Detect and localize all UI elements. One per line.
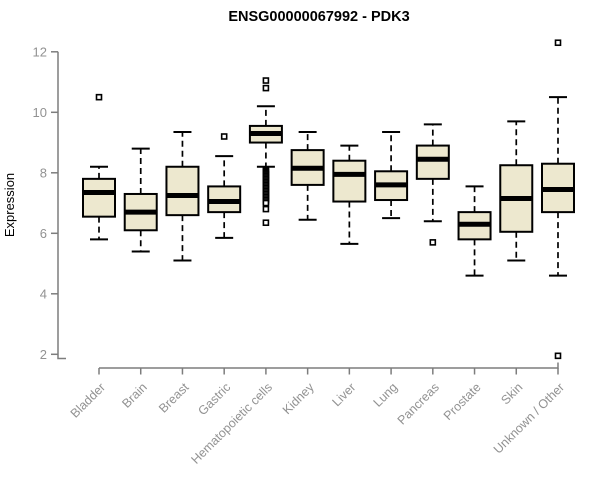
outlier-gastric (220, 133, 228, 140)
y-tick-label: 6 (40, 226, 47, 241)
category-label: Bladder (68, 380, 108, 420)
y-axis-label: Expression (2, 173, 17, 237)
category-label: Breast (156, 380, 192, 416)
y-tick-label: 2 (40, 347, 47, 362)
outlier-hematopoietic-cells (262, 199, 270, 207)
outlier-hematopoietic-cells (262, 77, 270, 84)
y-axis (57, 51, 66, 360)
y-tick-label: 8 (40, 165, 47, 180)
outlier-pancreas (429, 239, 437, 246)
category-label: Pancreas (395, 380, 442, 427)
outlier-unknown-other (554, 39, 562, 47)
y-tick-label: 4 (40, 286, 47, 301)
outlier-bladder (95, 93, 103, 101)
chart-title: ENSG00000067992 - PDK3 (228, 9, 409, 25)
category-label: Prostate (441, 380, 484, 423)
box-bladder (82, 177, 116, 218)
y-tick-label: 10 (33, 105, 47, 120)
category-label: Lung (371, 380, 401, 410)
category-label: Liver (329, 380, 358, 409)
category-label: Gastric (195, 380, 233, 418)
box-pancreas (415, 144, 450, 180)
outlier-unknown-other (554, 352, 562, 360)
category-label: Kidney (280, 380, 317, 417)
y-tick-label: 12 (33, 44, 47, 59)
category-label: Skin (498, 380, 525, 407)
outlier-hematopoietic-cells (262, 84, 270, 92)
box-breast (165, 165, 200, 217)
category-label: Unknown / Other (491, 380, 567, 456)
category-label: Brain (119, 380, 150, 411)
category-label: Hematopoietic cells (188, 380, 275, 467)
outlier-hematopoietic-cells (262, 219, 270, 227)
box-liver (332, 159, 367, 203)
plot-area: 2 4 6 8 10 12 Bladder Brain Breast GastricHematop… (33, 39, 575, 467)
x-axis (99, 362, 559, 369)
outlier-hematopoietic-cells (262, 205, 270, 213)
